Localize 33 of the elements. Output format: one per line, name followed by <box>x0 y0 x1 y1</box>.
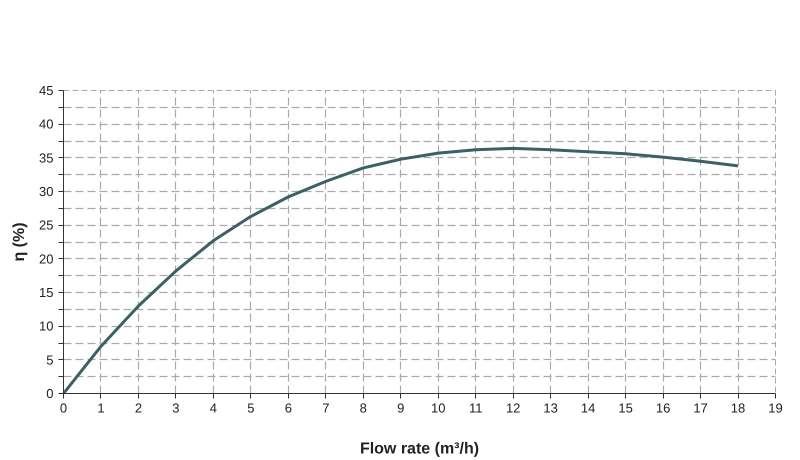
y-tick-label: 20 <box>39 251 54 266</box>
x-tick-label: 5 <box>247 400 254 416</box>
x-tick-label: 12 <box>506 400 520 416</box>
x-tick-label: 3 <box>172 400 180 416</box>
line-series <box>64 146 740 394</box>
x-tick-label: 1 <box>97 400 105 416</box>
x-tick-label: 16 <box>656 400 670 416</box>
y-tick-label: 35 <box>39 150 54 166</box>
x-axis-title: Flow rate (m³/h) <box>360 440 480 458</box>
x-tick-label: 19 <box>768 400 783 416</box>
y-tick-label: 45 <box>39 83 54 98</box>
x-tick-label: 2 <box>134 400 142 416</box>
x-tick-label: 14 <box>580 400 596 416</box>
x-tick-label: 6 <box>284 400 292 416</box>
y-tick-label: 10 <box>39 318 54 334</box>
y-tick-label: 5 <box>46 352 54 368</box>
x-tick-label: 11 <box>468 400 482 416</box>
x-tick-label: 4 <box>210 400 218 416</box>
y-tick-label: 15 <box>39 285 54 300</box>
x-tick-label: 0 <box>60 400 68 416</box>
x-tick-label: 15 <box>618 400 633 416</box>
y-axis-title: η (%) <box>11 222 28 262</box>
x-tick-label: 8 <box>360 400 367 416</box>
x-tick-label: 17 <box>693 400 708 416</box>
y-tick-label: 40 <box>39 116 54 132</box>
y-tick-label: 0 <box>46 386 54 401</box>
x-tick-label: 7 <box>322 400 330 416</box>
x-tick-label: 10 <box>431 400 446 416</box>
x-tick-label: 9 <box>397 400 404 416</box>
x-tick-label: 13 <box>543 400 558 416</box>
x-tick-label: 18 <box>730 400 746 416</box>
y-tick-label: 25 <box>39 218 54 233</box>
y-tick-label: 30 <box>39 184 54 199</box>
